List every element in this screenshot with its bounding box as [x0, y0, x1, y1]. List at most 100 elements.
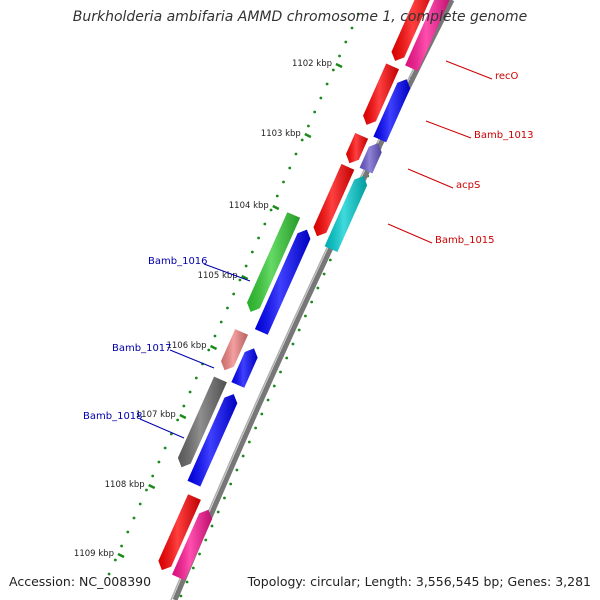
- ruler-dot: [223, 496, 226, 500]
- ruler-dot: [260, 412, 264, 416]
- ruler-dot: [226, 306, 229, 310]
- ruler-dot: [297, 328, 301, 332]
- ruler-dot: [185, 580, 189, 584]
- ruler-dot: [307, 124, 310, 128]
- ruler-dot: [126, 530, 130, 534]
- ruler-dot: [238, 278, 242, 282]
- gene-label: Bamb_1018: [83, 411, 143, 422]
- ruler-dot: [269, 208, 273, 212]
- gene-bamb-1018-partner-shading: [187, 394, 238, 487]
- ruler-dot: [344, 40, 348, 44]
- ruler-tick: [272, 204, 280, 211]
- ruler-dot: [232, 292, 236, 296]
- map-title: Burkholderia ambifaria AMMD chromosome 1…: [72, 9, 528, 25]
- ruler-tick-label: 1105 kbp: [198, 271, 238, 281]
- gene-label: recO: [495, 71, 519, 82]
- gene-features: [158, 0, 450, 581]
- ruler-dot: [356, 12, 360, 16]
- ruler-dot: [235, 468, 239, 472]
- ruler-tick: [117, 552, 125, 559]
- ruler-dot: [313, 110, 317, 114]
- ruler-dot: [219, 320, 223, 324]
- ruler-dot: [250, 250, 254, 254]
- ruler-dot: [191, 566, 195, 570]
- ruler-dot: [179, 594, 183, 598]
- ruler-dot: [257, 236, 260, 240]
- gene-label: acpS: [456, 180, 480, 191]
- ruler-dot: [113, 558, 117, 562]
- ruler-dot: [207, 348, 211, 352]
- chromosome-backbone: [170, 0, 455, 600]
- ruler-ticks: 1102 kbp 1103 kbp 1104 kbp 1105 kbp 1106 kbp…: [74, 59, 343, 559]
- gene-bamb-1016-shading: [247, 212, 301, 312]
- ruler-dot: [304, 314, 307, 318]
- ruler-tick-label: 1104 kbp: [229, 201, 269, 211]
- ruler-dot: [163, 446, 167, 450]
- gene-bamb-1016-partner-shading: [254, 229, 311, 335]
- ruler-dot: [285, 356, 289, 360]
- ruler-dot: [328, 258, 332, 262]
- gene-recO-partner-shading: [405, 0, 450, 72]
- gene-bamb-1015-shading: [324, 176, 368, 252]
- gene-labels: recO Bamb_1013 acpS Bamb_1015 Bamb_1016 Bamb_…: [83, 71, 534, 422]
- ruler-tick-label: 1102 kbp: [292, 59, 332, 69]
- label-leader: [139, 418, 185, 439]
- ruler-dot: [288, 166, 292, 170]
- ruler-dot: [310, 300, 314, 304]
- ruler-dot: [244, 264, 248, 268]
- ruler-dot: [145, 488, 148, 492]
- ruler-dot: [272, 384, 276, 388]
- gene-label: Bamb_1017: [112, 343, 172, 354]
- ruler-tick-label: 1109 kbp: [74, 549, 114, 559]
- ruler-dot: [291, 342, 295, 346]
- topology-text: Topology: circular; Length: 3,556,545 bp…: [247, 574, 591, 589]
- gene-recO-shading: [391, 0, 430, 61]
- ruler-dot: [229, 482, 233, 486]
- ruler-dot: [279, 370, 282, 374]
- gene-lower-red-shading: [158, 494, 201, 571]
- ruler-dot: [325, 82, 329, 86]
- ruler-dot: [176, 418, 180, 422]
- ruler-dot: [120, 544, 123, 548]
- ruler-dot: [213, 334, 217, 338]
- ruler-tick: [241, 274, 249, 281]
- ruler-dot: [319, 96, 323, 100]
- ruler-tick-label: 1106 kbp: [166, 341, 206, 351]
- ruler-dot: [157, 460, 161, 464]
- backbone-line: [172, 0, 455, 600]
- gene-acps-shading: [359, 143, 382, 174]
- ruler-dot: [182, 404, 186, 408]
- ruler-dot: [198, 552, 201, 556]
- ruler-tick: [179, 413, 187, 420]
- label-leaders: [139, 60, 493, 439]
- gene-label: Bamb_1016: [148, 256, 208, 267]
- label-leader: [425, 120, 472, 139]
- gene-bamb-1015-red-shading: [313, 164, 355, 237]
- accession-text: Accession: NC_008390: [9, 574, 152, 589]
- gene-lower-magenta-shading: [172, 509, 212, 581]
- ruler-dot: [266, 398, 270, 402]
- ruler-dot: [241, 454, 245, 458]
- ruler-dot: [338, 54, 341, 58]
- label-leader: [407, 168, 454, 189]
- gene-bamb-1013-shading: [373, 79, 411, 143]
- ruler-tick-label: 1108 kbp: [105, 480, 145, 490]
- ruler-dot: [300, 138, 304, 142]
- ruler-dot: [350, 26, 354, 30]
- ruler-dot: [247, 440, 251, 444]
- ruler-dot: [254, 426, 257, 430]
- gene-acps-red-shading: [346, 133, 369, 164]
- ruler-dot: [263, 222, 267, 226]
- ruler-dot: [151, 474, 155, 478]
- ruler-dot: [282, 180, 285, 184]
- ruler-dot: [322, 272, 326, 276]
- label-leader: [169, 349, 215, 369]
- ruler-tick: [304, 132, 312, 139]
- ruler-tick-label: 1103 kbp: [261, 129, 301, 139]
- gene-bamb-1017-partner-shading: [231, 348, 258, 388]
- gene-label: Bamb_1015: [435, 235, 495, 246]
- ruler-dot: [132, 516, 136, 520]
- ruler-dot: [294, 152, 298, 156]
- ruler-dot: [210, 524, 214, 528]
